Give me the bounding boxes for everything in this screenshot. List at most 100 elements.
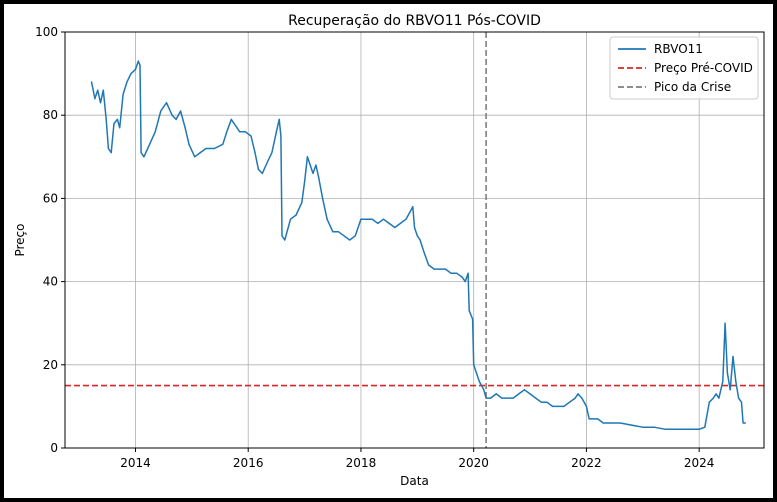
data-point-105 [535,397,537,399]
data-point-133 [718,397,720,399]
data-point-53 [306,156,308,158]
data-point-33 [226,131,228,133]
data-point-115 [585,405,588,407]
data-point-124 [653,426,655,428]
data-point-129 [704,426,706,428]
data-point-55 [312,172,314,174]
y-tick-label-100: 100 [35,25,58,39]
data-point-51 [301,202,303,204]
data-point-114 [581,397,583,399]
data-point-38 [250,135,252,137]
y-tick-label-80: 80 [43,108,58,122]
data-point-23 [171,114,173,116]
data-point-39 [254,152,256,154]
x-axis-label: Data [400,474,429,488]
data-point-116 [588,418,590,420]
data-point-119 [602,422,604,424]
y-tick-label-60: 60 [43,191,58,205]
data-point-120 [608,422,610,424]
data-point-43 [271,152,273,154]
data-point-118 [597,418,599,420]
data-point-14 [134,68,137,70]
data-point-37 [244,131,246,133]
data-point-20 [154,131,156,133]
data-point-76 [413,226,416,229]
x-tick-label-2016: 2016 [233,456,264,470]
data-point-92 [473,364,475,366]
data-point-2 [97,89,99,91]
data-point-84 [450,272,452,274]
data-point-121 [619,422,621,424]
data-point-36 [239,131,241,133]
data-point-94 [478,380,480,382]
data-point-83 [444,268,447,270]
data-point-46 [280,135,282,137]
data-point-58 [322,197,324,199]
data-point-49 [289,218,292,220]
y-tick-label-40: 40 [43,275,58,289]
data-point-134 [722,380,724,382]
data-point-57 [318,177,320,179]
data-point-42 [267,160,269,162]
data-point-65 [360,218,362,220]
data-point-18 [143,156,145,158]
data-point-89 [468,310,470,312]
data-point-26 [184,127,186,129]
data-point-128 [698,428,700,430]
series-layer [90,60,747,431]
data-point-126 [676,428,678,430]
data-point-29 [199,152,201,154]
data-point-32 [222,143,224,145]
data-point-86 [461,276,463,278]
data-point-102 [518,393,520,395]
data-point-63 [349,239,351,241]
data-point-70 [388,222,390,224]
data-point-130 [708,401,710,403]
data-point-90 [470,314,472,316]
data-point-104 [529,393,531,395]
data-point-140 [738,397,740,399]
data-point-48 [284,239,286,241]
x-tick-label-2018: 2018 [346,456,377,470]
data-point-96 [485,397,487,399]
y-tick-label-20: 20 [43,358,58,372]
data-point-112 [574,397,576,399]
data-point-87 [464,281,466,283]
ticks: 2014 2016 2018 2020 2022 2024 0 20 40 60 80 100 [35,25,714,470]
data-point-50 [295,214,297,216]
data-point-25 [180,110,182,112]
y-axis-label: Preço [13,223,27,256]
data-point-71 [394,226,396,229]
data-point-45 [278,118,280,120]
data-point-107 [546,401,548,403]
data-point-12 [126,81,128,83]
data-point-95 [483,389,485,391]
data-point-5 [105,118,107,120]
data-point-19 [149,143,151,145]
data-point-117 [591,418,593,420]
data-point-99 [501,397,503,399]
data-point-40 [257,168,259,170]
data-point-9 [116,118,118,120]
data-point-111 [568,401,571,403]
data-point-100 [506,397,509,399]
data-point-139 [735,380,737,382]
data-point-47 [281,235,283,237]
data-point-1 [94,98,96,100]
data-point-11 [122,93,124,95]
data-point-16 [139,64,141,66]
data-point-66 [366,218,368,220]
data-point-143 [744,422,747,424]
legend-label-preco-pre-covid: Preço Pré-COVID [654,61,753,75]
plot-area-frame [64,31,765,449]
data-point-106 [540,401,542,403]
data-point-3 [99,102,102,104]
data-point-122 [630,424,633,426]
legend-label-pico-da-crise: Pico da Crise [654,80,731,94]
x-tick-label-2014: 2014 [120,456,151,470]
data-point-142 [742,422,744,424]
data-point-64 [354,235,356,237]
data-point-69 [382,218,385,220]
x-tick-label-2022: 2022 [571,456,602,470]
data-point-41 [261,172,263,174]
